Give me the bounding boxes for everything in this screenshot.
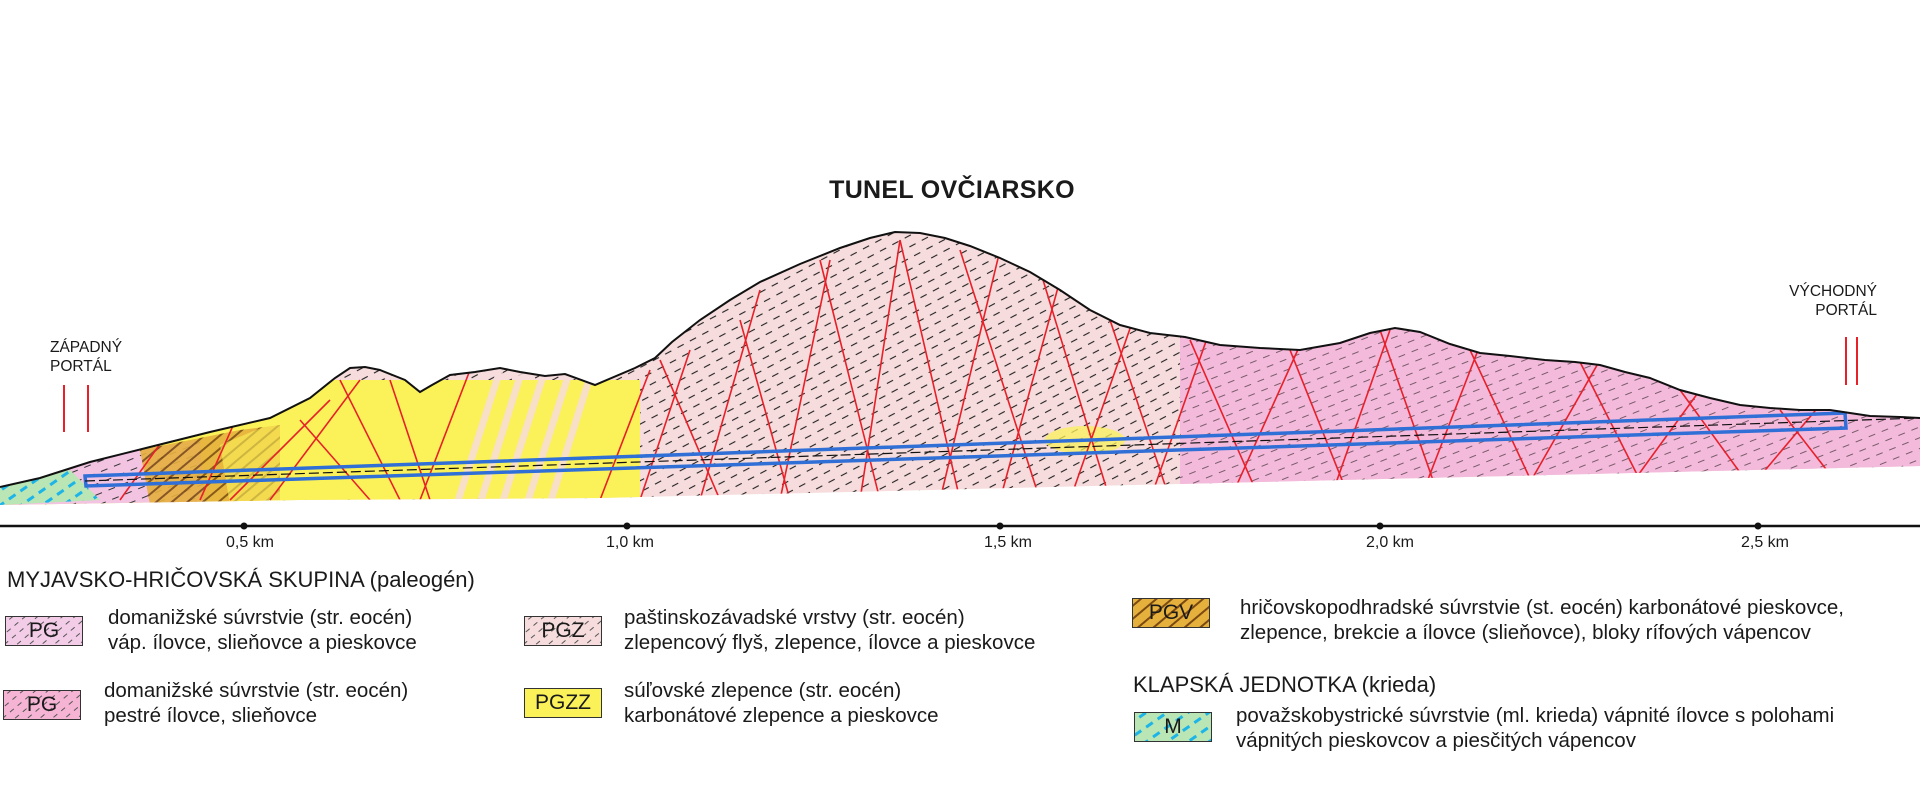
legend-swatch: PGV: [1132, 598, 1210, 628]
legend-text: domanižské súvrstvie (str. eocén) váp. íl…: [108, 606, 417, 654]
east-portal-label: VÝCHODNÝ PORTÁL: [1700, 282, 1877, 320]
legend-swatch: PGZZ: [524, 688, 602, 718]
west-portal-line2: PORTÁL: [50, 358, 112, 375]
axis-ticks: [240, 522, 1762, 530]
tick-label: 1,0 km: [605, 534, 655, 551]
swatch-pattern: [6, 617, 82, 645]
legend-text: hričovskopodhradské súvrstvie (st. eocén…: [1240, 596, 1844, 644]
east-portal-line2: PORTÁL: [1815, 302, 1877, 319]
legend-swatch: PG: [3, 690, 81, 720]
west-portal-label: ZÁPADNÝ PORTÁL: [50, 338, 122, 376]
tick-label: 1,5 km: [983, 534, 1033, 551]
tick-label: 2,0 km: [1365, 534, 1415, 551]
legend-group-heading: KLAPSKÁ JEDNOTKA (krieda): [1133, 672, 1437, 697]
legend-swatch: PG: [5, 616, 83, 646]
legend-text: považskobystrické súvrstvie (ml. krieda)…: [1236, 704, 1835, 752]
swatch-pattern: [525, 617, 601, 645]
portal-markers: [63, 337, 1858, 432]
terrain-surface: [0, 230, 1920, 488]
section-title: TUNEL OVČIARSKO: [829, 176, 1075, 204]
tick-label: 2,5 km: [1740, 534, 1790, 551]
legend-text: súľovské zlepence (str. eocén) karbonátov…: [624, 679, 939, 727]
legend-swatch: M: [1134, 712, 1212, 742]
swatch-pattern: [1135, 713, 1211, 741]
east-portal-line1: VÝCHODNÝ: [1789, 283, 1877, 300]
swatch-pattern: [1133, 599, 1209, 627]
west-portal-line1: ZÁPADNÝ: [50, 339, 123, 356]
tick-label: 0,5 km: [225, 534, 275, 551]
legend-text: domanižské súvrstvie (str. eocén) pestré …: [104, 679, 409, 727]
rock-units: [0, 232, 1920, 505]
swatch-pattern: [4, 691, 80, 719]
legend-swatch: PGZ: [524, 616, 602, 646]
tunnel-outline: [83, 411, 1920, 488]
legend-group-heading: MYJAVSKO-HRIČOVSKÁ SKUPINA (paleogén): [7, 567, 475, 592]
legend-text: paštinskozávadské vrstvy (str. eocén) zle…: [624, 606, 1036, 654]
